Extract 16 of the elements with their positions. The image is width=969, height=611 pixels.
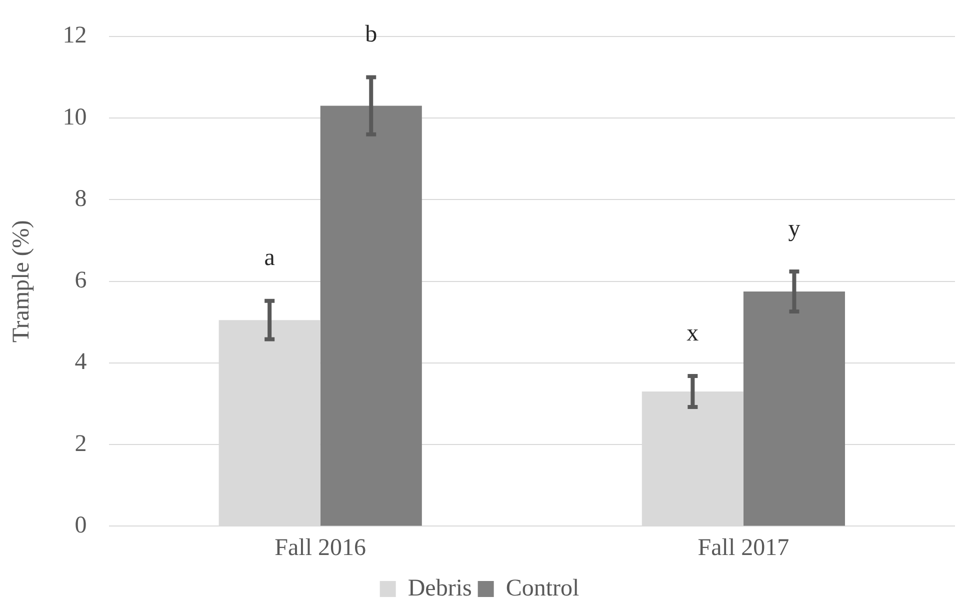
x-tick-label: Fall 2017 bbox=[698, 534, 790, 561]
annotation: y bbox=[788, 216, 800, 242]
y-axis-title: Trample (%) bbox=[8, 220, 35, 343]
legend-label: Debris bbox=[408, 575, 472, 602]
annotation: b bbox=[365, 22, 378, 48]
annotation: x bbox=[686, 320, 699, 346]
y-tick-label: 2 bbox=[74, 430, 87, 457]
legend-label: Control bbox=[506, 575, 580, 602]
annotation: a bbox=[264, 245, 276, 272]
y-tick-label: 0 bbox=[74, 512, 87, 538]
y-tick-label: 8 bbox=[74, 186, 87, 212]
y-tick-label: 12 bbox=[62, 22, 87, 49]
y-tick-label: 10 bbox=[62, 104, 87, 130]
y-tick-label: 6 bbox=[74, 268, 87, 294]
y-tick-label: 4 bbox=[74, 349, 87, 376]
x-tick-label: Fall 2016 bbox=[274, 534, 366, 561]
